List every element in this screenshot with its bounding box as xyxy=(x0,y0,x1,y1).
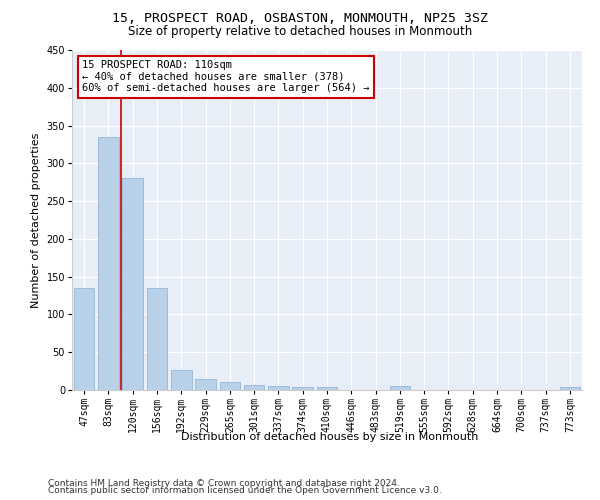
Text: Contains public sector information licensed under the Open Government Licence v3: Contains public sector information licen… xyxy=(48,486,442,495)
Y-axis label: Number of detached properties: Number of detached properties xyxy=(31,132,41,308)
Bar xyxy=(292,387,313,390)
Bar xyxy=(317,387,337,390)
Bar xyxy=(146,288,167,390)
Text: Contains HM Land Registry data © Crown copyright and database right 2024.: Contains HM Land Registry data © Crown c… xyxy=(48,478,400,488)
Bar xyxy=(268,386,289,390)
Bar xyxy=(560,387,580,390)
Bar xyxy=(122,178,143,390)
Bar xyxy=(389,386,410,390)
Bar xyxy=(98,137,119,390)
Bar xyxy=(195,378,216,390)
Bar xyxy=(171,370,191,390)
Bar xyxy=(244,384,265,390)
Text: Distribution of detached houses by size in Monmouth: Distribution of detached houses by size … xyxy=(181,432,479,442)
Bar xyxy=(220,382,240,390)
Text: Size of property relative to detached houses in Monmouth: Size of property relative to detached ho… xyxy=(128,25,472,38)
Text: 15, PROSPECT ROAD, OSBASTON, MONMOUTH, NP25 3SZ: 15, PROSPECT ROAD, OSBASTON, MONMOUTH, N… xyxy=(112,12,488,26)
Bar xyxy=(74,288,94,390)
Text: 15 PROSPECT ROAD: 110sqm
← 40% of detached houses are smaller (378)
60% of semi-: 15 PROSPECT ROAD: 110sqm ← 40% of detach… xyxy=(82,60,370,94)
